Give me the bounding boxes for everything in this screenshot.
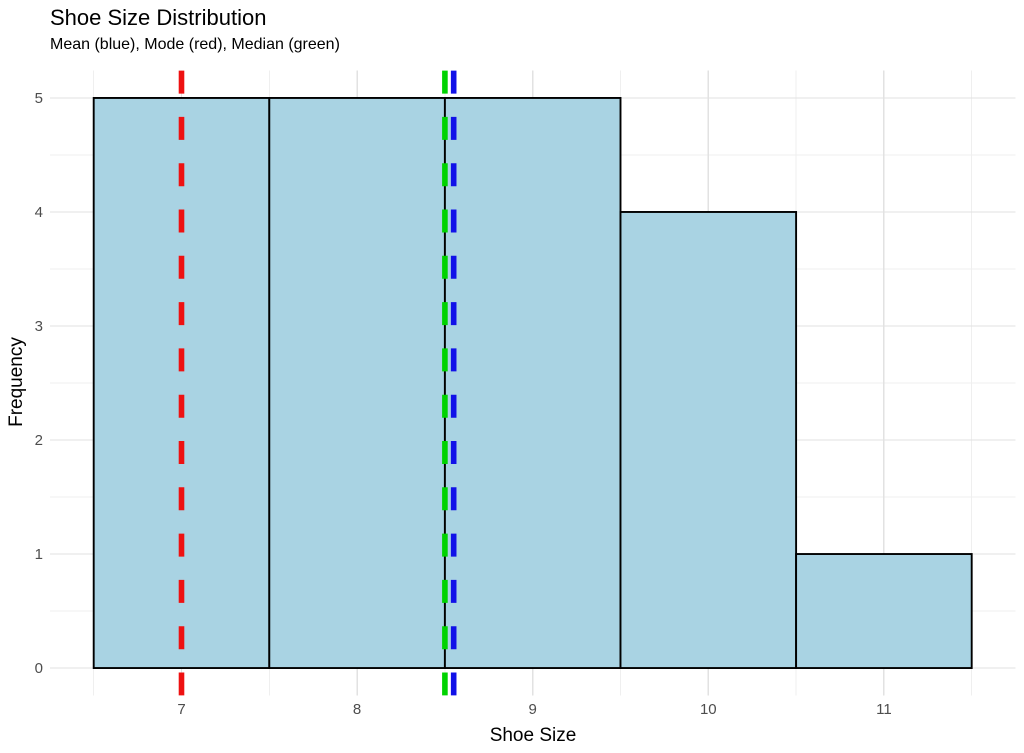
y-tick-label: 0	[35, 660, 43, 677]
x-tick-label: 7	[177, 701, 185, 718]
y-tick-label: 3	[35, 318, 43, 335]
x-tick-label: 10	[700, 701, 717, 718]
chart-title: Shoe Size Distribution	[50, 5, 267, 30]
y-tick-label: 4	[35, 204, 43, 221]
y-tick-label: 1	[35, 546, 43, 563]
x-tick-label: 11	[876, 701, 892, 718]
x-tick-label: 8	[353, 701, 361, 718]
histogram-bar	[619, 211, 798, 669]
x-tick-label: 9	[529, 701, 537, 718]
y-axis-title: Frequency	[6, 337, 27, 427]
y-tick-label: 2	[35, 432, 43, 449]
y-tick-label: 5	[35, 90, 43, 107]
histogram-bar	[268, 97, 446, 669]
histogram-bar	[795, 553, 973, 669]
x-axis-title: Shoe Size	[489, 725, 577, 746]
histogram-bar	[92, 97, 271, 669]
histogram-bar	[443, 97, 622, 669]
chart-subtitle: Mean (blue), Mode (red), Median (green)	[50, 36, 340, 53]
